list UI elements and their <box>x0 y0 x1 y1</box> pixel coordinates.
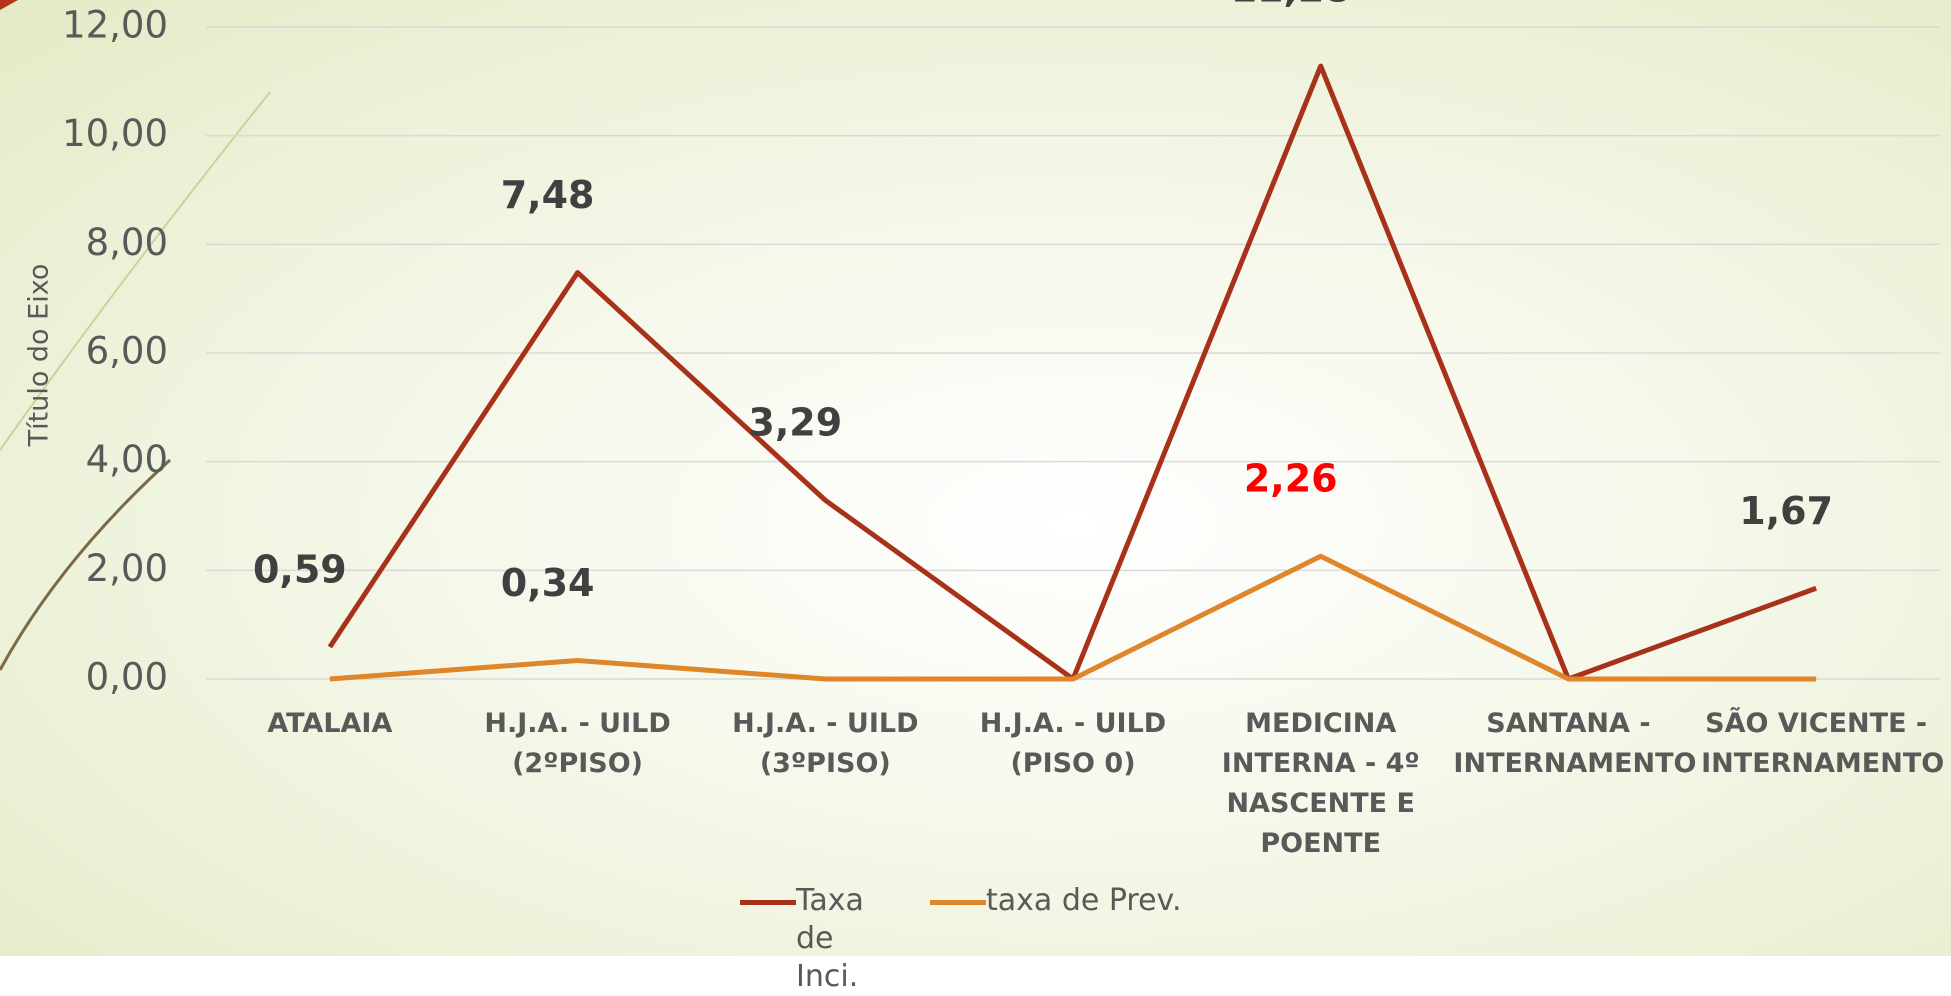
chart: Título do Eixo 0,00 2,00 4,00 6,00 8,00 10,00… <box>0 0 1940 699</box>
x-tick-label: H.J.A. - UILD (PISO 0) <box>979 708 1167 779</box>
data-label: 7,48 <box>501 173 595 217</box>
y-tick-label: 8,00 <box>86 221 168 264</box>
legend-swatch <box>930 900 986 905</box>
data-label: 1,67 <box>1739 489 1833 533</box>
x-tick-label: H.J.A. - UILD (3ºPISO) <box>732 708 919 779</box>
y-tick-label: 2,00 <box>86 547 168 590</box>
x-tick-label: MEDICINA INTERNA - 4º NASCENTE E POENTE <box>1221 708 1420 859</box>
legend-item: taxa de Prev. <box>930 882 1182 920</box>
data-label: 0,59 <box>253 547 347 591</box>
y-tick-label: 0,00 <box>86 656 168 699</box>
data-label: 3,29 <box>748 401 842 445</box>
legend-item: Taxa de Inci. <box>740 882 890 996</box>
legend-label: Taxa de Inci. <box>796 883 864 994</box>
x-tick-label: H.J.A. - UILD (2ºPISO) <box>484 708 671 779</box>
x-tick-label: ATALAIA <box>267 708 393 739</box>
y-tick-label: 4,00 <box>86 438 168 481</box>
x-tick-label: SÃO VICENTE - INTERNAMENTO <box>1701 708 1945 779</box>
y-tick-label: 12,00 <box>62 4 168 47</box>
corner-decoration <box>0 0 18 10</box>
x-tick-label: SANTANA - INTERNAMENTO <box>1453 708 1697 779</box>
data-label: 11,28 <box>1231 0 1351 11</box>
y-tick-label: 6,00 <box>86 330 168 373</box>
legend-swatch <box>740 900 796 905</box>
y-axis-title: Título do Eixo <box>24 264 55 448</box>
data-label: 0,34 <box>501 561 595 605</box>
y-tick-label: 10,00 <box>62 112 168 155</box>
series-line <box>329 553 1817 682</box>
decoration <box>0 91 271 451</box>
data-label: 2,26 <box>1244 457 1338 501</box>
legend-label: taxa de Prev. <box>986 883 1182 918</box>
legend: Taxa de Inci. taxa de Prev. <box>740 882 1222 996</box>
decoration <box>0 458 172 671</box>
